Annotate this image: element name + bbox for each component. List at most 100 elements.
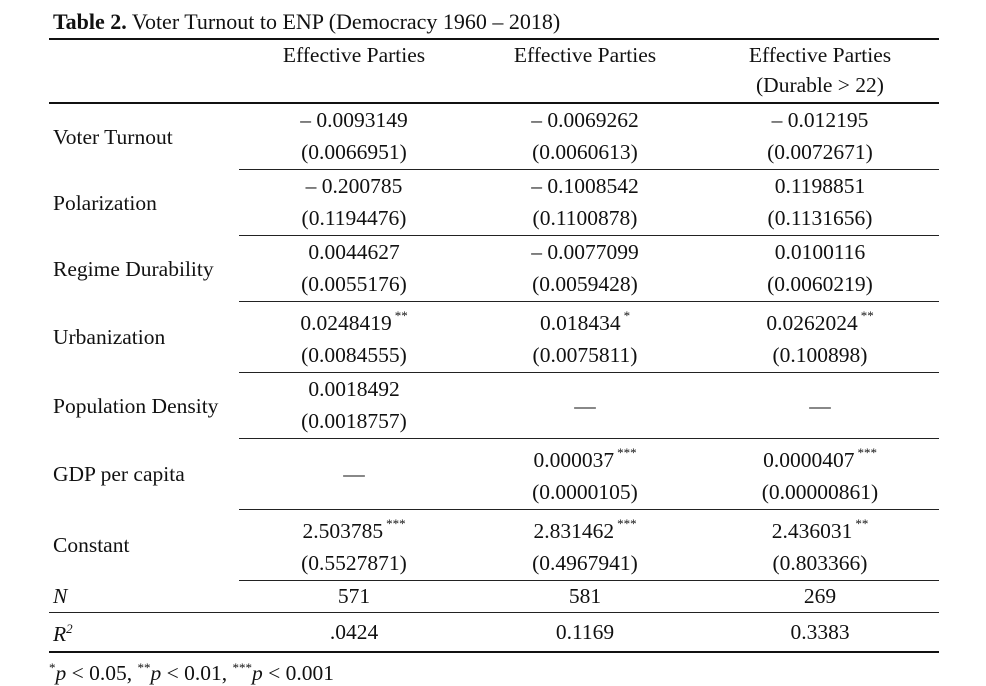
standard-error-cell: (0.1194476) — [239, 202, 469, 236]
coefficient-value: – 0.0093149 — [300, 108, 408, 132]
coefficient-value: 2.831462 — [533, 519, 615, 544]
column-header-line: Effective Parties — [513, 43, 657, 67]
coefficient-cell: 0.0018492 — [239, 373, 469, 406]
column-header-line: Effective Parties — [748, 43, 892, 67]
stats-label-text: R — [53, 622, 67, 647]
column-header-line: Effective Parties — [282, 43, 426, 67]
coefficient-value: 2.503785 — [302, 519, 384, 544]
coefficient-cell: – 0.1008542 — [469, 170, 701, 203]
coefficient-cell: 0.0262024 ** — [701, 302, 939, 340]
stats-label-superscript: 2 — [66, 621, 73, 637]
stats-value: 0.3383 — [701, 612, 939, 653]
coefficient-cell: – 0.012195 — [701, 103, 939, 136]
column-header: Effective Parties — [469, 38, 701, 104]
table-row: (0.0066951) (0.0060613) (0.0072671) — [49, 136, 939, 170]
table-caption: Table 2. Voter Turnout to ENP (Democracy… — [53, 8, 939, 38]
table-row: Population Density 0.0018492 — — — [49, 372, 939, 440]
standard-error-cell: (0.5527871) — [239, 547, 469, 582]
coefficient-value: 0.000037 — [533, 448, 615, 473]
coefficient-value: 0.0100116 — [774, 240, 866, 264]
row-label: Urbanization — [53, 325, 166, 350]
significance-stars: * — [623, 308, 631, 323]
standard-error-cell: (0.00000861) — [701, 476, 939, 511]
table-row: Urbanization 0.0248419 ** 0.018434 * 0.026202… — [49, 302, 939, 349]
table-container: Table 2. Voter Turnout to ENP (Democracy… — [49, 8, 939, 686]
stats-value: 0.1169 — [469, 612, 701, 653]
coefficient-cell: 0.000037 *** — [469, 439, 701, 477]
coefficient-cell: – 0.0077099 — [469, 236, 701, 269]
empty-cell-dash: — — [701, 372, 939, 440]
row-label: Population Density — [53, 393, 219, 418]
standard-error-cell: (0.0055176) — [239, 268, 469, 302]
coefficient-value: 0.0018492 — [308, 377, 400, 402]
significance-stars: *** — [617, 516, 637, 532]
coefficient-cell: – 0.0093149 — [239, 103, 469, 136]
stats-label-text: N — [53, 584, 68, 609]
standard-error-cell: (0.803366) — [701, 547, 939, 582]
note-text: < 0.01, — [161, 660, 233, 685]
table-row: (0.0000105) (0.00000861) — [49, 476, 939, 511]
significance-stars: *** — [617, 445, 637, 461]
table-row: Voter Turnout – 0.0093149 – 0.0069262 – 0.0… — [49, 103, 939, 149]
coefficient-cell: 0.0000407 *** — [701, 439, 939, 477]
table-row: (0.5527871) (0.4967941) (0.803366) — [49, 547, 939, 582]
header-row: Effective Parties Effective Parties Effe… — [49, 38, 939, 104]
stats-value: .0424 — [239, 612, 469, 653]
coefficient-cell: 0.0044627 — [239, 236, 469, 269]
row-label: Polarization — [53, 190, 157, 215]
row-label: Constant — [53, 533, 130, 558]
stats-value: 581 — [469, 580, 701, 614]
note-text: < 0.05, — [66, 660, 138, 685]
significance-stars: *** — [386, 516, 406, 532]
header-stub — [49, 38, 239, 104]
caption-text: Voter Turnout to ENP (Democracy 1960 – 2… — [131, 9, 561, 34]
regression-table: Effective Parties Effective Parties Effe… — [49, 38, 939, 653]
row-label: Voter Turnout — [53, 124, 173, 149]
coefficient-value: – 0.200785 — [305, 174, 403, 198]
coefficient-value: – 0.012195 — [771, 108, 869, 132]
significance-note: *p < 0.05, **p < 0.01, ***p < 0.001 — [49, 655, 939, 686]
note-text: < 0.001 — [262, 660, 335, 685]
standard-error-cell: (0.0075811) — [469, 339, 701, 374]
coefficient-cell: 2.503785 *** — [239, 510, 469, 548]
coefficient-value: – 0.1008542 — [531, 174, 639, 198]
note-p: p — [55, 660, 67, 685]
table-row: (0.0084555) (0.0075811) (0.100898) — [49, 339, 939, 374]
coefficient-cell: 2.436031 ** — [701, 510, 939, 548]
stats-value: 269 — [701, 580, 939, 614]
stats-label: R2 — [49, 612, 239, 653]
note-p: p — [150, 660, 162, 685]
table-row: Polarization – 0.200785 – 0.1008542 0.11988… — [49, 170, 939, 215]
coefficient-value: 0.0262024 — [766, 311, 858, 336]
standard-error-cell: (0.0059428) — [469, 268, 701, 302]
empty-cell-dash: — — [239, 438, 469, 511]
coefficient-cell: 2.831462 *** — [469, 510, 701, 548]
row-label: Regime Durability — [53, 256, 214, 281]
table-row: Regime Durability 0.0044627 – 0.0077099 0.0… — [49, 236, 939, 281]
stats-row: R2.0424 0.1169 0.3383 — [49, 612, 939, 653]
note-stars: *** — [232, 659, 253, 675]
coefficient-value: 0.1198851 — [774, 174, 866, 198]
column-header: Effective Parties (Durable > 22) — [701, 38, 939, 104]
standard-error-cell: (0.4967941) — [469, 547, 701, 582]
standard-error-cell: (0.0000105) — [469, 476, 701, 511]
standard-error-cell: (0.100898) — [701, 339, 939, 374]
note-p: p — [252, 660, 263, 685]
coefficient-value: 0.0000407 — [763, 448, 855, 473]
standard-error-cell: (0.1131656) — [701, 202, 939, 236]
note-stars: ** — [137, 659, 151, 675]
column-header: Effective Parties — [239, 38, 469, 104]
table-row: GDP per capita —0.000037 *** 0.0000407 *** — [49, 438, 939, 511]
standard-error-cell: (0.0060613) — [469, 136, 701, 170]
coefficient-value: 0.018434 — [539, 311, 621, 336]
stats-value: 571 — [239, 580, 469, 614]
standard-error-cell: (0.0060219) — [701, 268, 939, 302]
significance-stars: ** — [394, 308, 408, 323]
standard-error-cell: (0.0084555) — [239, 339, 469, 374]
coefficient-value: 0.0248419 — [300, 311, 392, 336]
empty-cell-dash: — — [469, 372, 701, 440]
coefficient-value: 0.0044627 — [308, 240, 400, 264]
coefficient-value: – 0.0069262 — [531, 108, 639, 132]
stats-label: N — [49, 580, 239, 614]
significance-stars: ** — [860, 308, 874, 323]
